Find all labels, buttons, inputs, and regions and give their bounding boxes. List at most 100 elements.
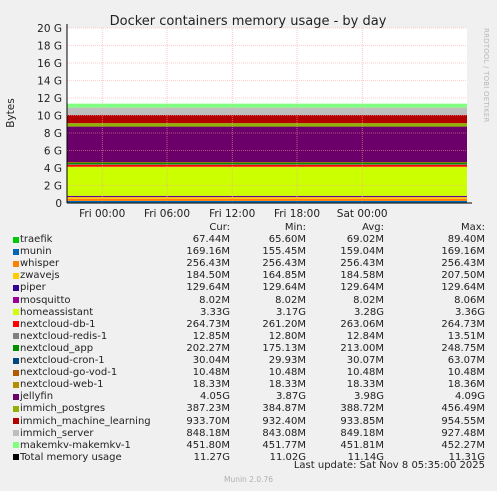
area-nextcloud_app: [67, 162, 467, 165]
legend-avg: 933.85M: [340, 415, 384, 427]
legend-avg: 18.33M: [346, 379, 384, 391]
area-makemkv-makemkv-1: [67, 103, 467, 108]
legend-min: 175.13M: [262, 342, 306, 354]
legend-min: 256.43M: [262, 258, 306, 270]
legend-max: 18.36M: [447, 379, 485, 391]
legend-cur: 10.48M: [192, 367, 230, 379]
legend-min: 10.48M: [268, 367, 306, 379]
legend-swatch: [13, 272, 19, 279]
legend-name: nextcloud-web-1: [20, 379, 104, 391]
rrdtool-side-label: RRDTOOL / TOBI OETIKER: [482, 28, 490, 123]
legend-name: immich_postgres: [20, 403, 106, 415]
legend-row: nextcloud-redis-1 12.85M 12.80M 12.84M 13.51…: [0, 331, 497, 343]
y-tick-label: 16 G: [37, 58, 62, 70]
legend-cur: 202.27M: [186, 342, 230, 354]
legend-max: 169.16M: [441, 246, 485, 258]
legend-avg: 184.58M: [340, 270, 384, 282]
legend-avg: 263.06M: [340, 318, 384, 330]
area-nextcloud-web-1: [67, 162, 467, 163]
legend-min: 932.40M: [262, 415, 306, 427]
legend-min: 129.64M: [262, 282, 306, 294]
header-cur: Cur:: [209, 222, 230, 233]
legend-min: 11.02G: [269, 451, 306, 463]
area-whisper: [67, 198, 467, 201]
legend-swatch: [13, 357, 19, 364]
area-zwavejs: [67, 197, 467, 199]
legend-name: nextcloud-go-vod-1: [20, 367, 118, 379]
y-axis-label: Bytes: [5, 98, 17, 127]
legend-swatch: [13, 430, 19, 437]
legend-min: 164.85M: [262, 270, 306, 282]
legend-cur: 933.70M: [186, 415, 230, 427]
legend-min: 3.17G: [275, 306, 306, 318]
legend-swatch: [13, 236, 19, 243]
legend-min: 843.08M: [262, 427, 306, 439]
legend: Cur: Min: Avg: Max: traefik 67.44M 65.60M 6…: [0, 222, 497, 464]
legend-cur: 12.85M: [192, 330, 230, 342]
legend-min: 384.87M: [262, 403, 306, 415]
legend-max: 927.48M: [441, 427, 485, 439]
legend-min: 29.93M: [268, 355, 306, 367]
legend-max: 456.49M: [441, 403, 485, 415]
legend-header: Cur: Min: Avg: Max:: [0, 222, 497, 234]
legend-min: 155.45M: [262, 246, 306, 258]
x-tick-label: Fri 06:00: [144, 208, 190, 220]
legend-swatch: [13, 260, 19, 267]
area-homeassistant: [67, 166, 467, 196]
legend-min: 12.80M: [268, 330, 306, 342]
legend-row: piper 129.64M 129.64M 129.64M 129.64M: [0, 282, 497, 294]
legend-max: 452.27M: [441, 439, 485, 451]
legend-avg: 129.64M: [340, 282, 384, 294]
legend-max: 207.50M: [441, 270, 485, 282]
legend-max: 89.40M: [447, 234, 485, 246]
legend-name: mosquitto: [20, 294, 71, 306]
legend-max: 13.51M: [447, 330, 485, 342]
legend-min: 65.60M: [268, 234, 306, 246]
y-tick-label: 6 G: [44, 146, 62, 158]
legend-min: 451.77M: [262, 439, 306, 451]
legend-row: makemkv-makemkv-1 451.80M 451.77M 451.81M 45…: [0, 440, 497, 452]
legend-row: immich_postgres 387.23M 384.87M 388.72M 456.…: [0, 403, 497, 415]
legend-max: 63.07M: [447, 355, 485, 367]
legend-name: whisper: [20, 258, 60, 270]
legend-max: 3.36G: [454, 306, 485, 318]
legend-row: mosquitto 8.02M 8.02M 8.02M 8.06M: [0, 295, 497, 307]
legend-row: munin 169.16M 155.45M 159.04M 169.16M: [0, 246, 497, 258]
legend-cur: 451.80M: [186, 439, 230, 451]
legend-max: 10.48M: [447, 367, 485, 379]
header-min: Min:: [284, 222, 306, 233]
legend-cur: 129.64M: [186, 282, 230, 294]
legend-name: traefik: [20, 234, 53, 246]
plot-area: 0 2 G 4 G 6 G 8 G 10 G 12 G 14 G 16 G 18 G 20 G Fri…: [37, 23, 472, 220]
legend-cur: 256.43M: [186, 258, 230, 270]
y-tick-label: 12 G: [37, 93, 62, 105]
legend-name: munin: [20, 246, 52, 258]
legend-max: 4.09G: [454, 391, 485, 403]
legend-cur: 848.18M: [186, 427, 230, 439]
legend-max: 129.64M: [441, 282, 485, 294]
legend-name: immich_machine_learning: [20, 415, 151, 427]
legend-cur: 67.44M: [192, 234, 230, 246]
legend-min: 261.20M: [262, 318, 306, 330]
legend-name: makemkv-makemkv-1: [20, 439, 131, 451]
legend-swatch: [13, 284, 19, 291]
y-tick-label: 10 G: [37, 111, 62, 123]
legend-avg: 30.07M: [346, 355, 384, 367]
legend-max: 954.55M: [441, 415, 485, 427]
area-immich_machine_learning: [67, 115, 467, 124]
chart: Docker containers memory usage - by day …: [5, 14, 490, 220]
y-tick-label: 14 G: [37, 76, 62, 88]
x-tick-label: Fri 18:00: [274, 208, 320, 220]
legend-name: homeassistant: [20, 306, 94, 318]
legend-avg: 213.00M: [340, 342, 384, 354]
legend-swatch: [13, 405, 19, 412]
legend-avg: 3.28G: [353, 306, 384, 318]
legend-avg: 388.72M: [340, 403, 384, 415]
y-tick-label: 2 G: [44, 181, 62, 193]
legend-name: immich_server: [20, 427, 94, 439]
legend-row: homeassistant 3.33G 3.17G 3.28G 3.36G: [0, 307, 497, 319]
legend-max: 264.73M: [441, 318, 485, 330]
legend-avg: 3.98G: [353, 391, 384, 403]
area-nextcloud-db-1: [67, 164, 467, 167]
legend-min: 3.87G: [275, 391, 306, 403]
